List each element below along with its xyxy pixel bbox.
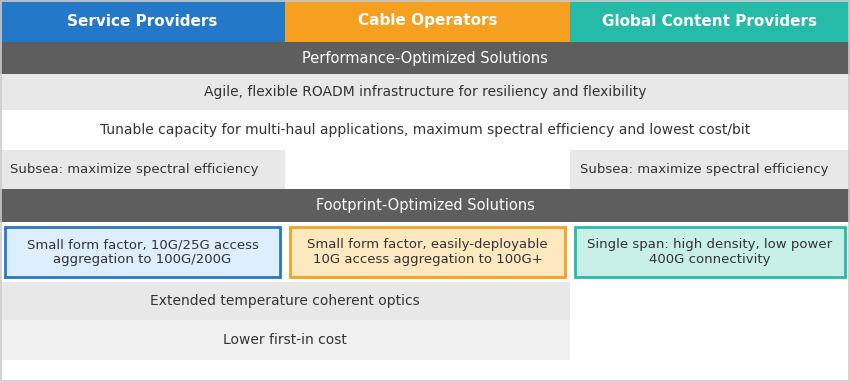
FancyBboxPatch shape — [0, 0, 285, 42]
FancyBboxPatch shape — [290, 227, 565, 277]
Text: Lower first-in cost: Lower first-in cost — [223, 333, 347, 347]
FancyBboxPatch shape — [0, 189, 850, 222]
FancyBboxPatch shape — [0, 282, 570, 320]
Text: Small form factor, 10G/25G access
aggregation to 100G/200G: Small form factor, 10G/25G access aggreg… — [26, 238, 258, 266]
FancyBboxPatch shape — [0, 150, 850, 189]
Text: Single span: high density, low power
400G connectivity: Single span: high density, low power 400… — [587, 238, 832, 266]
Text: Agile, flexible ROADM infrastructure for resiliency and flexibility: Agile, flexible ROADM infrastructure for… — [204, 85, 646, 99]
FancyBboxPatch shape — [0, 150, 285, 189]
Text: Tunable capacity for multi-haul applications, maximum spectral efficiency and lo: Tunable capacity for multi-haul applicat… — [99, 123, 750, 137]
FancyBboxPatch shape — [285, 0, 570, 42]
Text: Cable Operators: Cable Operators — [358, 13, 497, 29]
Text: Service Providers: Service Providers — [67, 13, 218, 29]
FancyBboxPatch shape — [0, 110, 850, 150]
FancyBboxPatch shape — [0, 360, 850, 382]
FancyBboxPatch shape — [0, 320, 850, 360]
Text: Footprint-Optimized Solutions: Footprint-Optimized Solutions — [315, 198, 535, 213]
Text: Performance-Optimized Solutions: Performance-Optimized Solutions — [302, 50, 548, 65]
Text: Small form factor, easily-deployable
10G access aggregation to 100G+: Small form factor, easily-deployable 10G… — [307, 238, 547, 266]
FancyBboxPatch shape — [0, 42, 850, 74]
FancyBboxPatch shape — [0, 320, 570, 360]
Text: Extended temperature coherent optics: Extended temperature coherent optics — [150, 294, 420, 308]
Text: Global Content Providers: Global Content Providers — [603, 13, 818, 29]
FancyBboxPatch shape — [570, 0, 850, 42]
FancyBboxPatch shape — [570, 150, 850, 189]
Text: Subsea: maximize spectral efficiency: Subsea: maximize spectral efficiency — [580, 163, 829, 176]
FancyBboxPatch shape — [0, 74, 850, 110]
FancyBboxPatch shape — [575, 227, 845, 277]
FancyBboxPatch shape — [0, 282, 850, 320]
FancyBboxPatch shape — [0, 222, 850, 282]
FancyBboxPatch shape — [5, 227, 280, 277]
Text: Subsea: maximize spectral efficiency: Subsea: maximize spectral efficiency — [10, 163, 258, 176]
